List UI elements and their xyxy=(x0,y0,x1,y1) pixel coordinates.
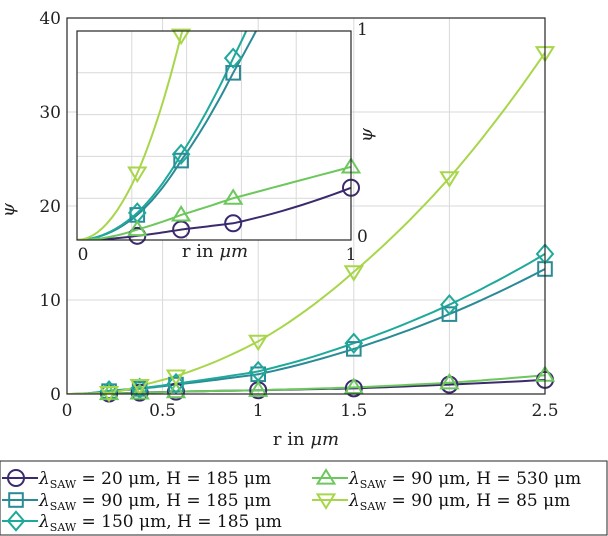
legend-entry: λSAW = 90 μm, H = 85 μm xyxy=(348,491,570,513)
main-data-point xyxy=(129,378,150,396)
main-data-point xyxy=(344,332,364,354)
main-markers-group xyxy=(98,46,556,403)
main-y-tick-label: 20 xyxy=(39,197,61,217)
inset-data-point xyxy=(224,214,243,233)
main-data-point xyxy=(441,306,458,322)
main-data-point xyxy=(440,293,459,316)
legend-box xyxy=(0,460,608,536)
inset-y-axis-label: ψ xyxy=(356,127,377,142)
inset-x-tick-label: 1 xyxy=(346,245,357,265)
inset-x-axis-label: r in μm xyxy=(182,241,248,262)
main-data-point xyxy=(439,171,460,188)
main-series-line xyxy=(67,268,545,394)
inset-grid xyxy=(77,31,351,240)
legend-marker xyxy=(315,493,337,510)
main-x-tick-label: 1 xyxy=(253,401,264,421)
main-series-line xyxy=(67,253,545,394)
main-y-tick-label: 40 xyxy=(39,9,61,29)
inset-data-point xyxy=(127,219,148,237)
inset-markers-group xyxy=(127,28,362,245)
main-data-point xyxy=(439,372,460,390)
main-plot-frame xyxy=(66,17,546,395)
main-data-point xyxy=(248,334,269,352)
main-data-point xyxy=(248,380,269,397)
inset-plot-frame xyxy=(76,30,352,241)
main-y-tick-label: 0 xyxy=(50,385,61,405)
inset-series-line xyxy=(77,165,351,240)
legend-marker xyxy=(8,492,24,508)
inset-tick-labels: 0 101 xyxy=(78,20,368,265)
inset-data-point xyxy=(222,188,244,205)
main-data-point xyxy=(346,341,362,357)
legend-marker xyxy=(6,510,26,532)
main-x-axis-label: r in μm xyxy=(273,429,339,450)
inset-data-point xyxy=(170,28,192,46)
main-y-tick-label: 30 xyxy=(39,103,61,123)
inset-data-point xyxy=(172,220,191,239)
main-data-point xyxy=(343,377,364,395)
legend-marker xyxy=(7,469,25,487)
legend-entry: λSAW = 150 μm, H = 185 μm xyxy=(38,512,282,534)
inset-y-tick-label: 1 xyxy=(357,20,368,40)
legend-entry: λSAW = 20 μm, H = 185 μm xyxy=(38,469,271,491)
inset-data-point xyxy=(127,166,148,184)
inset-x-tick-label: 0 xyxy=(78,245,89,265)
inset-data-point xyxy=(173,152,189,169)
main-x-tick-label: 1.5 xyxy=(340,401,367,421)
legend-entry: λSAW = 90 μm, H = 530 μm xyxy=(348,469,581,491)
main-x-tick-label: 2 xyxy=(444,401,455,421)
inset-data-point xyxy=(170,205,192,222)
inset-series-line xyxy=(77,186,351,240)
inset-data-point xyxy=(171,143,191,166)
main-data-point xyxy=(165,381,187,399)
main-y-axis-label: ψ xyxy=(0,202,19,217)
main-data-point xyxy=(343,265,364,282)
main-x-tick-label: 0.5 xyxy=(149,401,176,421)
inset-series-line xyxy=(77,31,184,240)
legend-marker xyxy=(315,468,337,485)
inset-data-point xyxy=(223,47,243,69)
main-x-tick-label: 0 xyxy=(62,401,73,421)
main-y-tick-label: 10 xyxy=(39,291,61,311)
main-data-point xyxy=(129,382,150,400)
main-x-tick-label: 2.5 xyxy=(531,401,558,421)
inset-y-tick-label: 0 xyxy=(357,227,368,247)
main-data-point xyxy=(165,369,187,387)
legend: λSAW = 20 μm, H = 185 μm λSAW = 90 μm, H … xyxy=(0,460,608,536)
main-data-point xyxy=(166,372,186,395)
legend-entry: λSAW = 90 μm, H = 185 μm xyxy=(38,491,271,513)
